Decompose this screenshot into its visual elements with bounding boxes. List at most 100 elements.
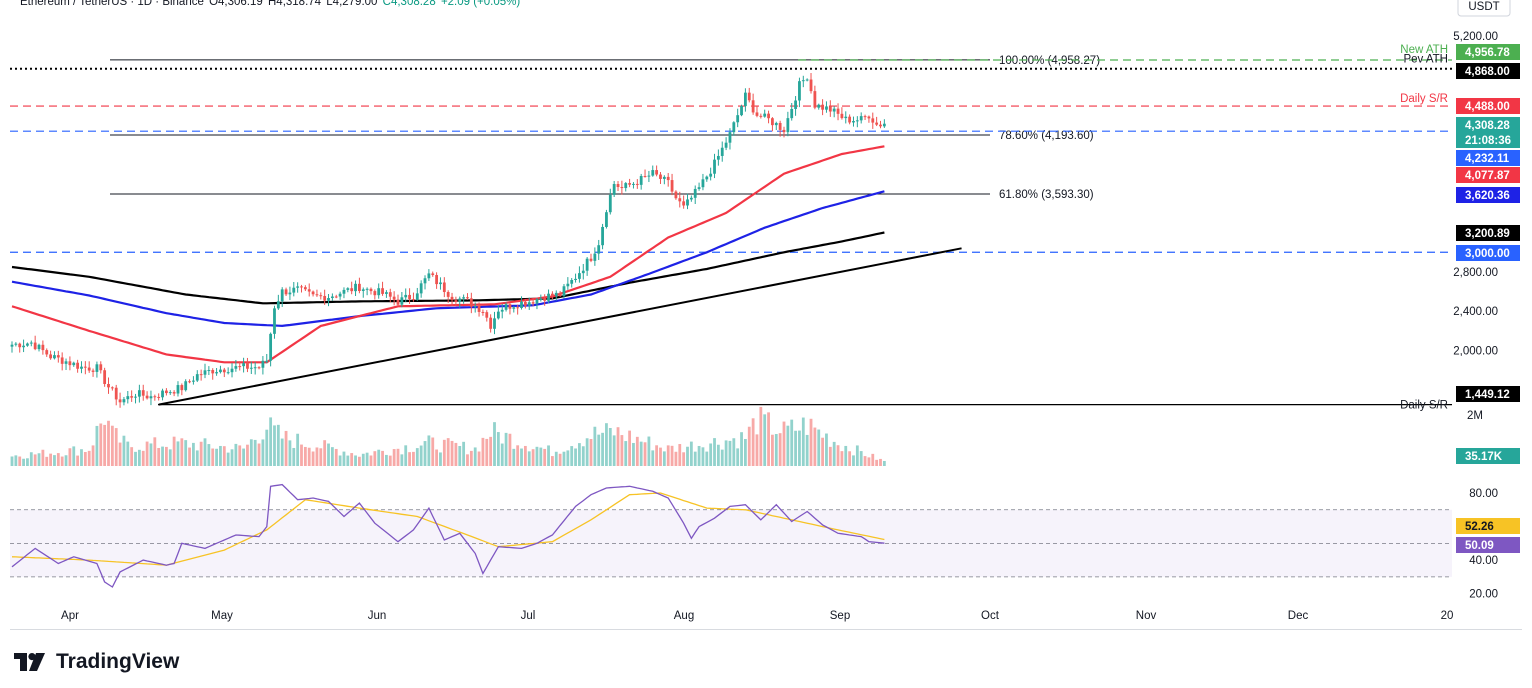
volume-bar — [670, 445, 674, 466]
candle-body — [863, 116, 867, 118]
candle-body — [412, 299, 415, 301]
volume-bar — [10, 456, 14, 466]
volume-bar — [161, 446, 164, 466]
fib-label-0: 100.00% (4,958.27) — [999, 55, 1100, 67]
candle-body — [774, 122, 778, 126]
footer-divider — [10, 629, 1522, 630]
volume-bar — [469, 450, 473, 466]
candle-body — [593, 253, 597, 261]
candle-body — [740, 106, 743, 116]
volume-bar — [303, 446, 307, 466]
candle-body — [292, 287, 296, 293]
candle-body — [832, 108, 836, 112]
volume-bar — [605, 423, 608, 466]
price-label-box — [1456, 245, 1520, 261]
y-tick-label: 2,400.00 — [1453, 306, 1498, 318]
volume-bar — [103, 424, 107, 466]
candle-body — [620, 187, 624, 189]
candle-body — [751, 100, 755, 113]
volume-bar — [269, 417, 273, 466]
volume-bar — [91, 445, 95, 466]
volume-bar — [655, 445, 659, 466]
volume-bar — [713, 438, 716, 466]
candle-body — [778, 122, 782, 130]
volume-bar — [242, 448, 245, 466]
candle-body — [392, 296, 396, 300]
volume-bar — [392, 449, 396, 466]
volume-bar — [300, 444, 303, 466]
candle-body — [462, 297, 466, 299]
volume-bar — [41, 449, 45, 466]
candle-body — [485, 312, 489, 318]
volume-bar — [288, 440, 292, 466]
volume-bar — [215, 448, 218, 466]
tradingview-logo[interactable]: TradingView — [14, 650, 179, 674]
candle-body — [388, 292, 392, 297]
candle-body — [551, 293, 554, 296]
candle-body — [786, 118, 790, 133]
price-label-box — [1456, 167, 1520, 183]
volume-bar — [651, 450, 655, 466]
volume-bar — [342, 451, 346, 466]
volume-bar — [211, 448, 215, 466]
volume-label-box — [1456, 448, 1520, 464]
candle-body — [647, 175, 651, 177]
candle-body — [543, 298, 547, 301]
volume-bar — [755, 434, 759, 466]
candle-body — [76, 362, 80, 369]
volume-bar — [771, 434, 774, 466]
x-tick-label: Oct — [981, 610, 1000, 622]
candle-body — [570, 280, 574, 284]
price-chart[interactable]: 100.00% (4,958.27) 78.60% (4,193.60) 61.80… — [0, 0, 1532, 630]
candle-body — [828, 106, 832, 112]
candle-body — [230, 368, 234, 373]
x-tick-label: Aug — [674, 610, 694, 622]
candle-body — [300, 286, 303, 288]
candle-body — [481, 311, 485, 313]
volume-bar — [195, 450, 199, 466]
candle-body — [875, 122, 879, 125]
volume-bar — [778, 433, 782, 466]
volume-bar — [516, 445, 520, 466]
candle-body — [581, 270, 585, 274]
candle-body — [427, 273, 431, 279]
candle-body — [859, 116, 863, 121]
volume-bar — [311, 451, 315, 466]
volume-bar — [346, 455, 350, 466]
candle-body — [527, 302, 531, 306]
volume-bar — [276, 424, 280, 466]
volume-bar — [732, 438, 736, 466]
candle-body — [612, 184, 616, 195]
volume-bar — [481, 437, 485, 466]
volume-bar — [744, 438, 747, 466]
candle-body — [821, 104, 824, 110]
candle-body — [531, 302, 535, 304]
price-label-box — [1456, 132, 1520, 148]
volume-bar — [574, 448, 577, 466]
candle-body — [446, 292, 450, 297]
volume-bar — [130, 447, 134, 466]
candle-body — [346, 288, 350, 290]
candle-body — [130, 396, 134, 398]
volume-bar — [489, 436, 493, 466]
candle-body — [512, 307, 516, 309]
candle-body — [199, 374, 203, 376]
symbol-label[interactable]: Ethereum / TetherUS · 1D · Binance — [20, 0, 204, 8]
volume-bar — [95, 425, 99, 466]
volume-bar — [462, 441, 466, 466]
candle-body — [334, 296, 338, 298]
candle-body — [22, 345, 25, 348]
x-tick-label: Jul — [521, 610, 536, 622]
candle-body — [867, 116, 871, 119]
volume-bar — [782, 421, 786, 466]
currency-badge-label: USDT — [1468, 1, 1499, 13]
volume-last-label: 35.17K — [1465, 451, 1503, 463]
volume-bar — [790, 419, 794, 466]
volume-bar — [323, 440, 327, 466]
volume-bar — [80, 449, 83, 466]
volume-bar — [454, 442, 458, 466]
volume-bar — [801, 417, 805, 466]
volume-bar — [709, 443, 713, 466]
fib-label-2: 61.80% (3,593.30) — [999, 189, 1094, 201]
volume-bar — [292, 447, 296, 466]
